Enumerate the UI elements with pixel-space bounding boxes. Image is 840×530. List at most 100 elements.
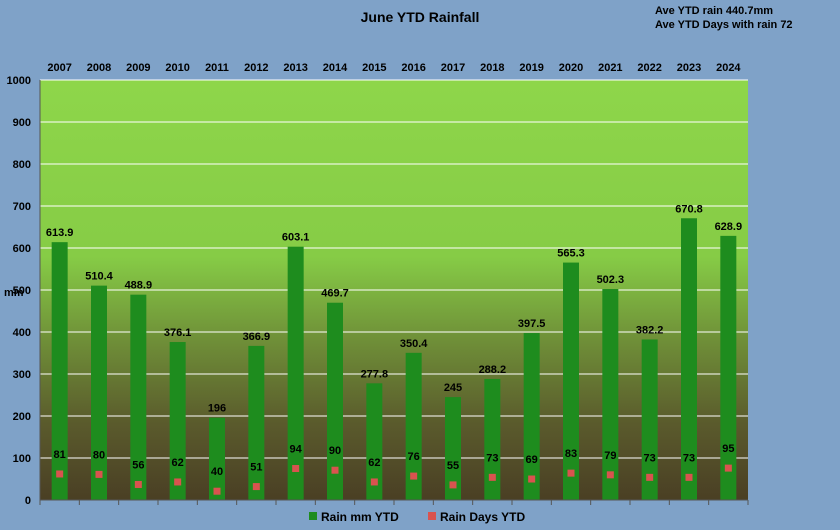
rain-days-marker bbox=[95, 470, 103, 478]
category-label: 2017 bbox=[441, 62, 465, 74]
gridlines bbox=[40, 79, 748, 459]
y-tick-label: 300 bbox=[13, 369, 31, 381]
rain-value-label: 366.9 bbox=[243, 331, 271, 343]
legend-label-rain-days: Rain Days YTD bbox=[440, 510, 525, 524]
average-rain-annotation: Ave YTD rain 440.7mm bbox=[655, 5, 773, 17]
rain-days-marker bbox=[488, 473, 496, 481]
rain-days-label: 40 bbox=[211, 466, 223, 478]
rain-bar bbox=[248, 345, 265, 500]
markers-layer bbox=[56, 464, 732, 495]
rain-days-marker bbox=[370, 478, 378, 486]
y-axis-label: mm bbox=[4, 287, 24, 299]
rain-days-label: 73 bbox=[486, 452, 498, 464]
rain-bar bbox=[327, 302, 343, 500]
rain-days-marker bbox=[213, 487, 221, 495]
rain-bar bbox=[405, 352, 422, 500]
rain-days-marker bbox=[528, 475, 536, 483]
category-label: 2022 bbox=[637, 62, 661, 74]
legend-swatch-rain-mm bbox=[309, 512, 317, 520]
rain-bar bbox=[563, 262, 579, 500]
rain-days-marker bbox=[449, 481, 457, 489]
rain-value-label: 382.2 bbox=[636, 324, 664, 336]
rain-days-label: 94 bbox=[290, 444, 303, 456]
rain-days-label: 90 bbox=[329, 445, 341, 457]
rain-bar bbox=[209, 417, 225, 500]
rain-bar bbox=[681, 218, 697, 500]
rain-days-marker bbox=[174, 478, 182, 486]
category-label: 2020 bbox=[559, 62, 583, 74]
legend: Rain mm YTD Rain Days YTD bbox=[309, 510, 525, 524]
category-label: 2024 bbox=[716, 62, 741, 74]
rain-days-marker bbox=[724, 464, 732, 472]
rain-value-label: 245 bbox=[444, 382, 462, 394]
rain-days-label: 55 bbox=[447, 460, 459, 472]
rain-days-label: 76 bbox=[408, 451, 420, 463]
rain-value-label: 628.9 bbox=[715, 221, 743, 233]
rain-days-marker bbox=[646, 473, 654, 481]
rain-value-label: 376.1 bbox=[164, 327, 192, 339]
y-tick-label: 900 bbox=[13, 117, 31, 129]
rain-days-marker bbox=[331, 466, 339, 474]
rain-days-marker bbox=[567, 469, 575, 477]
rain-bar bbox=[445, 397, 461, 500]
rain-bar bbox=[51, 242, 68, 501]
rain-days-marker bbox=[606, 471, 614, 479]
rain-bar bbox=[287, 246, 304, 500]
average-days-annotation: Ave YTD Days with rain 72 bbox=[655, 19, 793, 31]
category-label: 2023 bbox=[677, 62, 701, 74]
category-label: 2018 bbox=[480, 62, 504, 74]
rain-value-label: 502.3 bbox=[597, 274, 625, 286]
rain-value-label: 670.8 bbox=[675, 203, 703, 215]
y-tick-label: 600 bbox=[13, 243, 31, 255]
rain-value-label: 565.3 bbox=[557, 248, 585, 260]
category-label: 2013 bbox=[283, 62, 307, 74]
rain-days-marker bbox=[685, 473, 693, 481]
rain-value-label: 469.7 bbox=[321, 288, 349, 300]
y-tick-label: 500 bbox=[13, 285, 31, 297]
rain-days-label: 79 bbox=[604, 450, 616, 462]
category-label: 2009 bbox=[126, 62, 150, 74]
rain-days-marker bbox=[410, 472, 418, 480]
legend-label-rain-mm: Rain mm YTD bbox=[321, 510, 399, 524]
category-label: 2007 bbox=[47, 62, 71, 74]
legend-swatch-rain-days bbox=[428, 512, 436, 520]
rain-days-marker bbox=[56, 470, 64, 478]
rain-days-label: 95 bbox=[722, 443, 734, 455]
rain-days-marker bbox=[292, 465, 300, 473]
rain-bar bbox=[641, 339, 658, 500]
rain-value-label: 288.2 bbox=[479, 364, 507, 376]
rain-days-marker bbox=[252, 483, 260, 491]
rain-days-label: 62 bbox=[172, 457, 184, 469]
y-tick-label: 700 bbox=[13, 201, 31, 213]
rain-value-label: 603.1 bbox=[282, 232, 310, 244]
rain-days-marker bbox=[134, 480, 142, 488]
y-tick-label: 1000 bbox=[7, 75, 31, 87]
rain-days-label: 81 bbox=[54, 449, 66, 461]
rain-value-label: 350.4 bbox=[400, 338, 428, 350]
rain-days-label: 80 bbox=[93, 449, 105, 461]
chart-title: June YTD Rainfall bbox=[361, 9, 480, 25]
rain-bar bbox=[366, 383, 383, 500]
rain-value-label: 613.9 bbox=[46, 227, 74, 239]
category-label: 2008 bbox=[87, 62, 111, 74]
rain-value-label: 277.8 bbox=[361, 368, 389, 380]
bars-layer bbox=[51, 218, 737, 501]
rain-days-label: 62 bbox=[368, 457, 380, 469]
rain-bar bbox=[720, 235, 737, 500]
rain-bar bbox=[523, 333, 540, 500]
rain-value-label: 397.5 bbox=[518, 318, 546, 330]
category-label: 2021 bbox=[598, 62, 622, 74]
rain-bar bbox=[91, 285, 107, 500]
category-label: 2016 bbox=[401, 62, 425, 74]
rain-bar bbox=[169, 342, 186, 500]
rain-days-label: 69 bbox=[526, 454, 538, 466]
axes-layer: 0 100 200 300 400 500 600 700 800 900 1000 bbox=[7, 75, 749, 507]
category-label: 2014 bbox=[323, 62, 348, 74]
rain-days-label: 51 bbox=[250, 462, 262, 474]
rain-value-label: 510.4 bbox=[85, 271, 113, 283]
rain-days-label: 73 bbox=[683, 452, 695, 464]
category-label: 2010 bbox=[165, 62, 189, 74]
category-label: 2011 bbox=[205, 62, 229, 74]
